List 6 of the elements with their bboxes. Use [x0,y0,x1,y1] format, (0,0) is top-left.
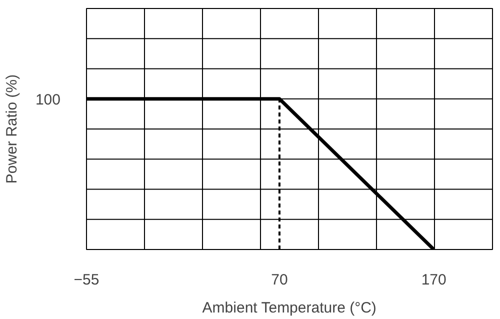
x-tick-label: 70 [271,272,288,288]
x-axis-title: Ambient Temperature (°C) [202,300,376,316]
x-tick-label: −55 [74,272,100,288]
x-tick-label: 170 [421,272,446,288]
y-axis-title: Power Ratio (%) [3,74,20,184]
text: 100 [35,91,61,108]
